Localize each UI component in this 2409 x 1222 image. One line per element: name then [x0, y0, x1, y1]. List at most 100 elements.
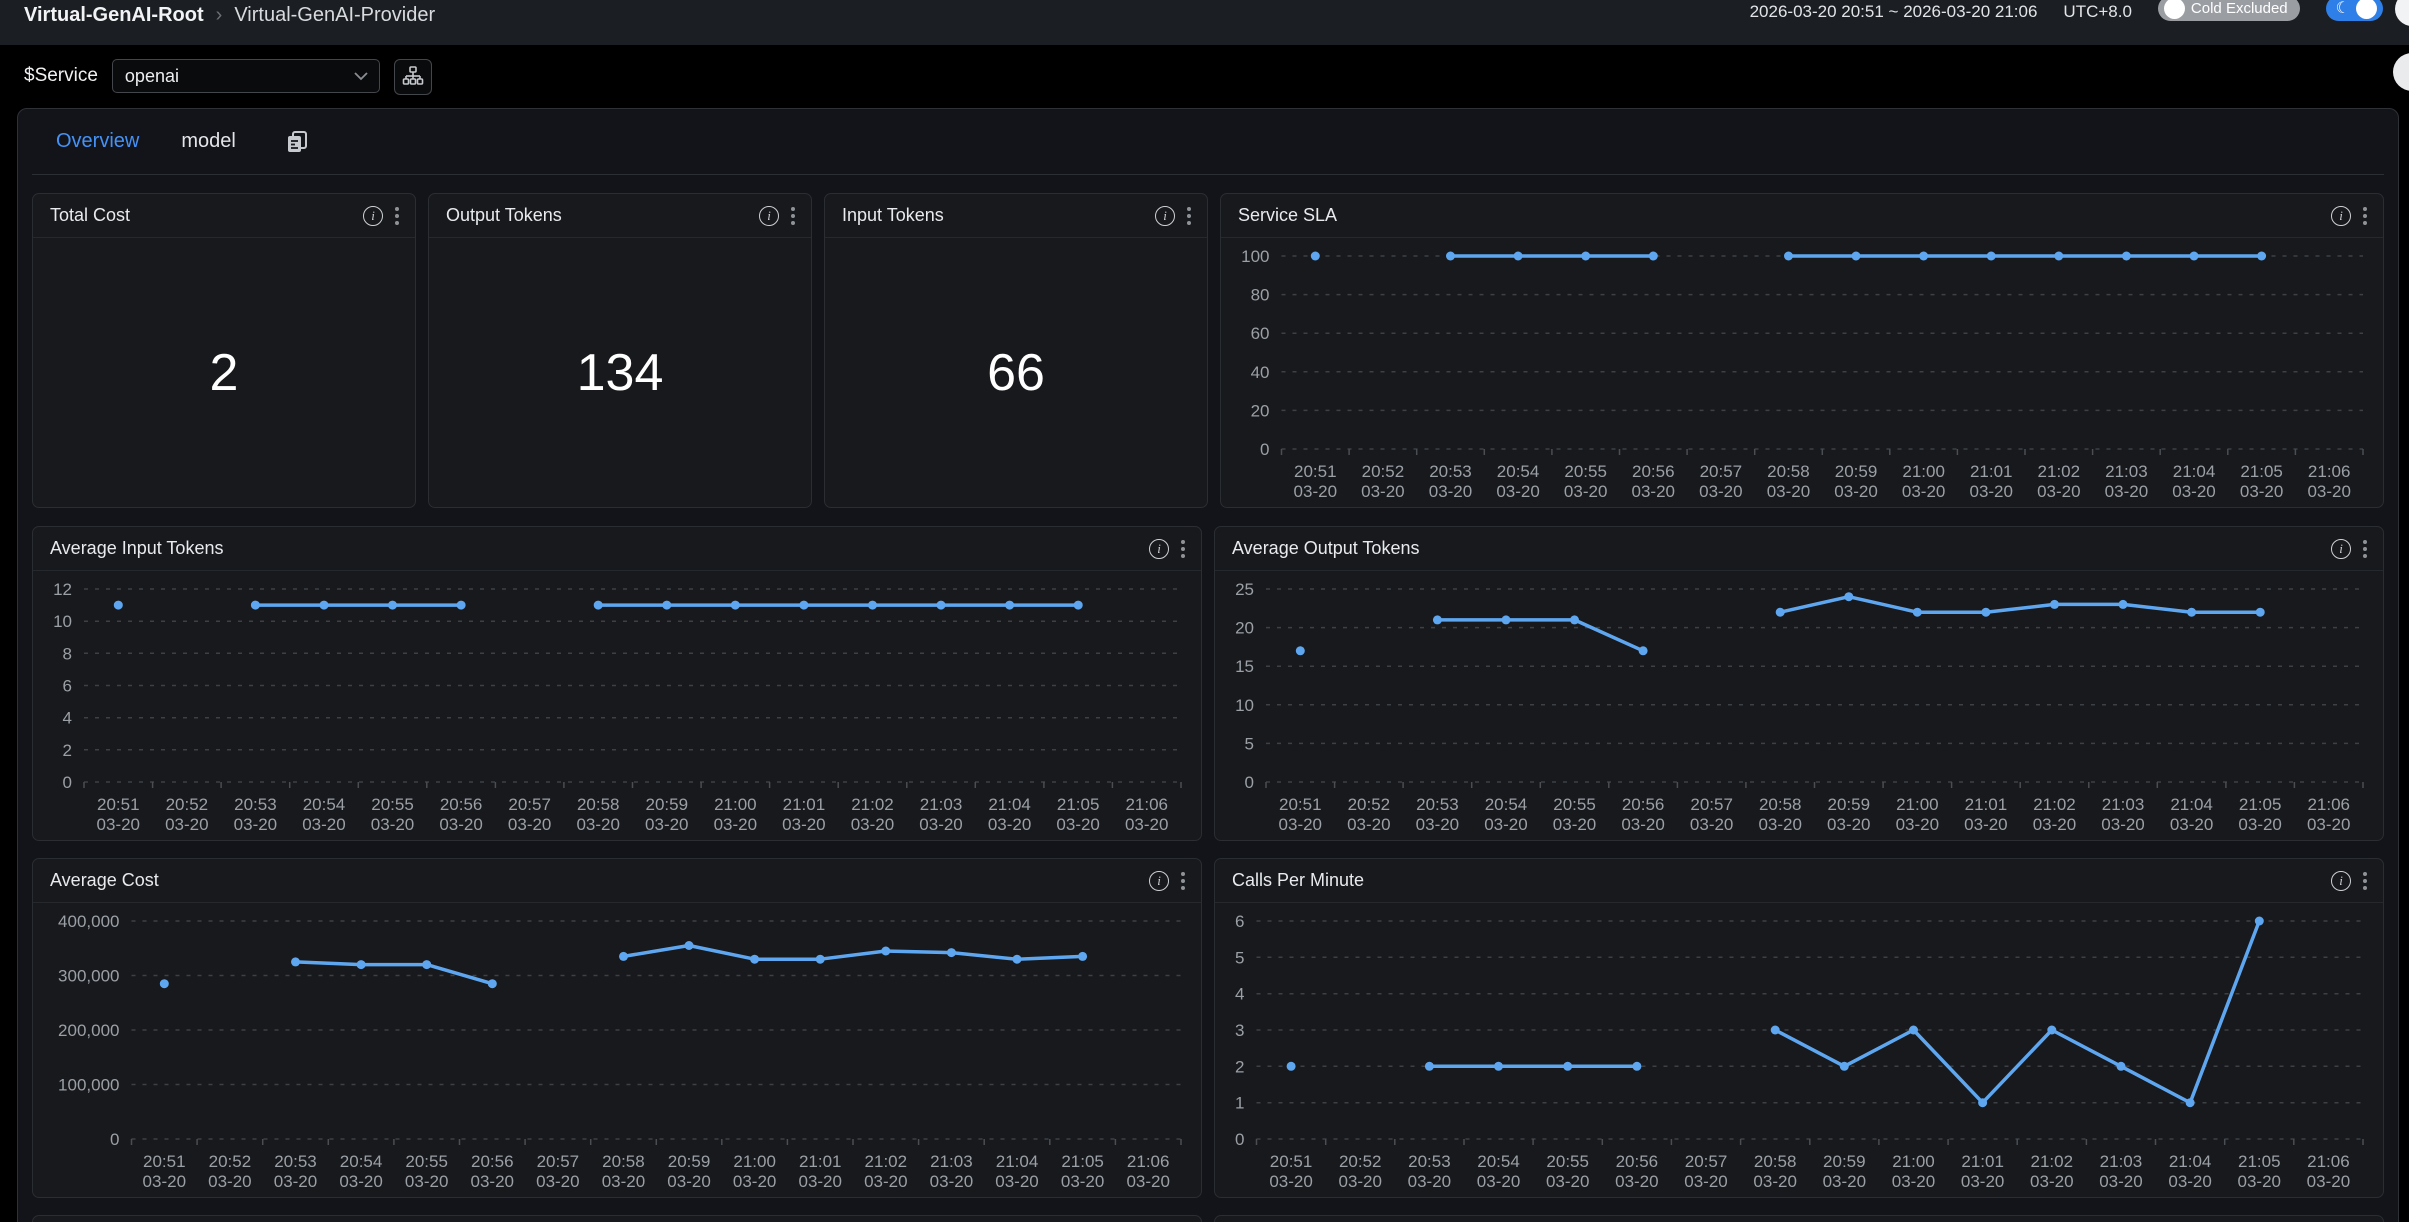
svg-text:03-20: 03-20 — [2240, 482, 2283, 501]
tab-model[interactable]: model — [181, 130, 235, 153]
svg-text:3: 3 — [1235, 1021, 1244, 1040]
svg-text:6: 6 — [63, 677, 72, 696]
card-title: Average Input Tokens — [50, 538, 1149, 559]
kebab-menu-icon[interactable] — [383, 203, 401, 229]
svg-text:21:05: 21:05 — [2238, 1152, 2281, 1171]
kebab-menu-icon[interactable] — [2351, 868, 2369, 894]
svg-text:03-20: 03-20 — [2238, 815, 2281, 834]
svg-text:21:02: 21:02 — [865, 1152, 908, 1171]
svg-text:21:03: 21:03 — [2105, 462, 2148, 481]
svg-text:03-20: 03-20 — [2033, 815, 2076, 834]
kebab-menu-icon[interactable] — [779, 203, 797, 229]
svg-text:03-20: 03-20 — [1269, 1172, 1312, 1191]
svg-text:4: 4 — [1235, 985, 1244, 1004]
breadcrumb: Virtual-GenAI-Root › Virtual-GenAI-Provi… — [24, 2, 435, 28]
svg-text:03-20: 03-20 — [339, 1172, 382, 1191]
stat-card-input-tokens: Input Tokens i 66 — [824, 193, 1208, 508]
svg-text:03-20: 03-20 — [602, 1172, 645, 1191]
svg-text:03-20: 03-20 — [2105, 482, 2148, 501]
svg-text:20:57: 20:57 — [1690, 795, 1733, 814]
time-range-picker[interactable]: 2026-03-20 20:51 ~ 2026-03-20 21:06 — [1750, 0, 2038, 23]
svg-text:03-20: 03-20 — [1964, 815, 2007, 834]
stat-card-output-tokens: Output Tokens i 134 — [428, 193, 812, 508]
card-title: Average Output Tokens — [1232, 538, 2331, 559]
svg-text:03-20: 03-20 — [995, 1172, 1038, 1191]
info-icon[interactable]: i — [1149, 871, 1169, 891]
svg-text:21:05: 21:05 — [1057, 795, 1100, 814]
row-1: Total Cost i 2 Output Tokens i 134 Input… — [32, 193, 2384, 508]
kebab-menu-icon[interactable] — [1169, 868, 1187, 894]
svg-text:200,000: 200,000 — [58, 1021, 119, 1040]
chart-card-service-sla: Service SLA i 02040608010020:5103-2020:5… — [1220, 193, 2384, 508]
floating-button-partial[interactable] — [2395, 0, 2409, 26]
card-title: Service SLA — [1238, 205, 2331, 226]
svg-text:10: 10 — [53, 612, 72, 631]
svg-text:20:54: 20:54 — [340, 1152, 383, 1171]
info-icon[interactable]: i — [1155, 206, 1175, 226]
svg-text:03-20: 03-20 — [576, 815, 619, 834]
svg-text:2: 2 — [1235, 1057, 1244, 1076]
info-icon[interactable]: i — [2331, 871, 2351, 891]
svg-text:03-20: 03-20 — [1294, 482, 1337, 501]
copy-pages-icon[interactable] — [284, 129, 310, 155]
cold-excluded-toggle[interactable]: Cold Excluded — [2158, 0, 2300, 21]
kebab-menu-icon[interactable] — [2351, 203, 2369, 229]
service-variable-label: $Service — [24, 59, 98, 93]
info-icon[interactable]: i — [1149, 539, 1169, 559]
info-icon[interactable]: i — [363, 206, 383, 226]
breadcrumb-root[interactable]: Virtual-GenAI-Root — [24, 2, 204, 28]
svg-text:20:52: 20:52 — [166, 795, 209, 814]
svg-text:03-20: 03-20 — [1361, 482, 1404, 501]
theme-toggle[interactable]: ☾ — [2326, 0, 2383, 21]
line-chart[interactable]: 02468101220:5103-2020:5203-2020:5303-202… — [33, 571, 1201, 840]
svg-text:03-20: 03-20 — [234, 815, 277, 834]
tab-bar: Overview model — [32, 109, 2384, 175]
svg-text:20:51: 20:51 — [1270, 1152, 1313, 1171]
card-title: Output Tokens — [446, 205, 759, 226]
svg-text:20:57: 20:57 — [508, 795, 551, 814]
breadcrumb-current[interactable]: Virtual-GenAI-Provider — [234, 2, 435, 28]
svg-text:21:04: 21:04 — [988, 795, 1031, 814]
info-icon[interactable]: i — [2331, 206, 2351, 226]
svg-text:20:59: 20:59 — [1823, 1152, 1866, 1171]
svg-text:21:00: 21:00 — [1902, 462, 1945, 481]
svg-text:03-20: 03-20 — [536, 1172, 579, 1191]
chart-card-average-cost: Average Cost i 0100,000200,000300,000400… — [32, 858, 1202, 1198]
svg-text:03-20: 03-20 — [1125, 815, 1168, 834]
line-chart[interactable]: 0100,000200,000300,000400,00020:5103-202… — [33, 903, 1201, 1197]
svg-text:20:59: 20:59 — [1828, 795, 1871, 814]
topology-button[interactable] — [394, 59, 432, 95]
svg-text:8: 8 — [63, 644, 72, 663]
card-title: Average Cost — [50, 870, 1149, 891]
line-chart[interactable]: 02040608010020:5103-2020:5203-2020:5303-… — [1221, 238, 2383, 507]
svg-text:21:06: 21:06 — [2307, 1152, 2350, 1171]
svg-text:03-20: 03-20 — [1684, 1172, 1727, 1191]
svg-text:40: 40 — [1251, 363, 1270, 382]
info-icon[interactable]: i — [759, 206, 779, 226]
kebab-menu-icon[interactable] — [1169, 536, 1187, 562]
svg-text:03-20: 03-20 — [405, 1172, 448, 1191]
tab-overview[interactable]: Overview — [56, 130, 139, 153]
svg-text:20:57: 20:57 — [537, 1152, 580, 1171]
svg-text:03-20: 03-20 — [714, 815, 757, 834]
svg-text:03-20: 03-20 — [733, 1172, 776, 1191]
service-select[interactable]: openai — [112, 59, 380, 93]
svg-text:03-20: 03-20 — [1758, 815, 1801, 834]
kebab-menu-icon[interactable] — [2351, 536, 2369, 562]
svg-text:21:03: 21:03 — [2100, 1152, 2143, 1171]
svg-text:03-20: 03-20 — [439, 815, 482, 834]
filter-bar: $Service openai — [0, 45, 2409, 108]
svg-text:03-20: 03-20 — [1621, 815, 1664, 834]
svg-text:10: 10 — [1235, 696, 1254, 715]
svg-text:20:52: 20:52 — [209, 1152, 252, 1171]
svg-text:03-20: 03-20 — [1690, 815, 1733, 834]
kebab-menu-icon[interactable] — [1175, 203, 1193, 229]
svg-text:100: 100 — [1241, 247, 1269, 266]
line-chart[interactable]: 012345620:5103-2020:5203-2020:5303-2020:… — [1215, 903, 2383, 1197]
info-icon[interactable]: i — [2331, 539, 2351, 559]
timezone-label[interactable]: UTC+8.0 — [2063, 0, 2132, 23]
svg-text:20:53: 20:53 — [1416, 795, 1459, 814]
line-chart[interactable]: 051015202520:5103-2020:5203-2020:5303-20… — [1215, 571, 2383, 840]
svg-text:20:56: 20:56 — [440, 795, 483, 814]
floating-button-partial[interactable] — [2393, 53, 2409, 91]
